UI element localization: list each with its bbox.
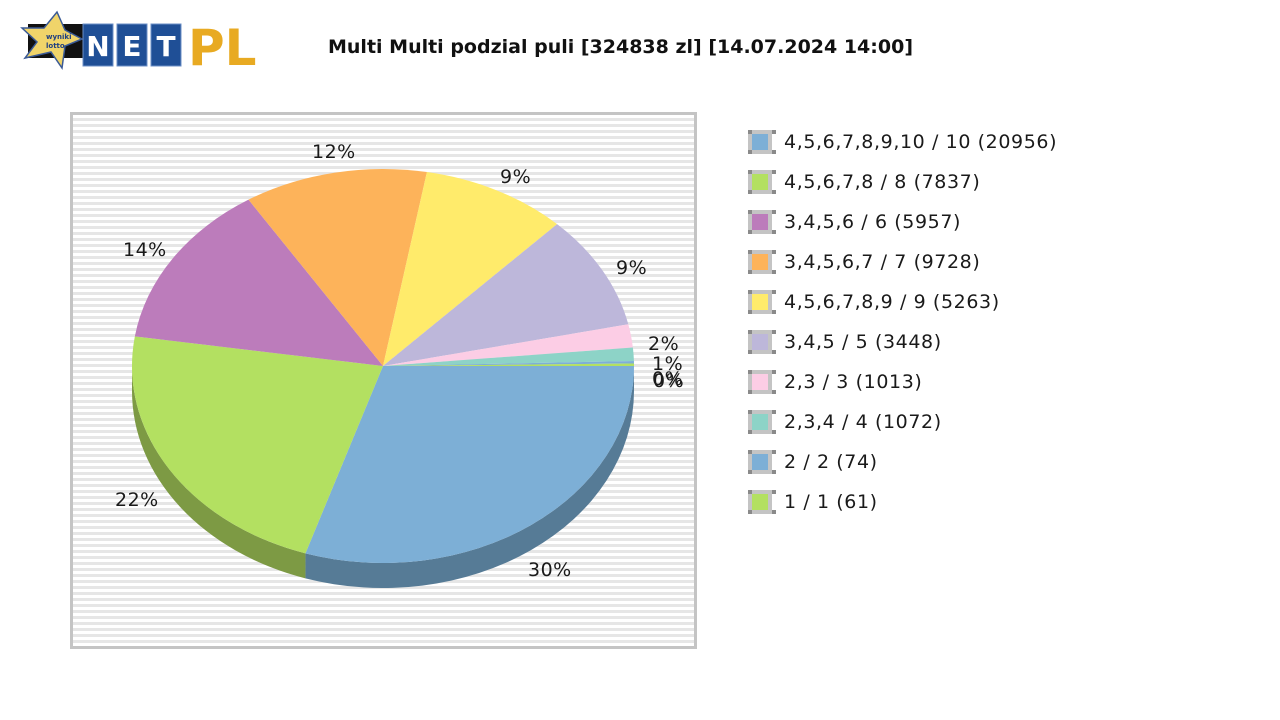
legend-item: 4,5,6,7,8,9,10 / 10 (20956) <box>748 122 1057 162</box>
pie-percent-label: 2% <box>648 333 679 355</box>
pie-slice[interactable]: 3,4,5,6,7 / 7 (9728) <box>248 169 427 366</box>
pie-percent-label: 1% <box>652 353 683 375</box>
legend-label: 4,5,6,7,8,9,10 / 10 (20956) <box>784 131 1058 153</box>
plot-border-left <box>70 112 73 649</box>
pie-slice[interactable]: 2,3 / 3 (1013) <box>383 324 633 366</box>
legend-label: 3,4,5,6 / 6 (5957) <box>784 211 962 233</box>
legend-item: 2 / 2 (74) <box>748 442 1057 482</box>
logo-pl: PL <box>188 19 257 72</box>
pie-slices: 4,5,6,7,8,9,10 / 10 (20956)4,5,6,7,8 / 8… <box>132 169 634 563</box>
legend-swatch <box>748 330 772 354</box>
logo-letter-n: N <box>86 30 109 63</box>
legend-swatch <box>748 250 772 274</box>
logo-letter-t: T <box>156 30 175 63</box>
legend-swatch <box>748 170 772 194</box>
pie-slice[interactable]: 4,5,6,7,8,9 / 9 (5263) <box>383 172 558 366</box>
pie-slice[interactable]: 2,3,4 / 4 (1072) <box>383 347 634 366</box>
legend-item: 3,4,5 / 5 (3448) <box>748 322 1057 362</box>
legend-label: 2,3 / 3 (1013) <box>784 371 923 393</box>
pie-depth-layer <box>132 366 634 588</box>
star-text-2: lotto <box>46 42 65 50</box>
pie-percent-label: 12% <box>312 141 356 163</box>
pie-chart: 4,5,6,7,8,9,10 / 10 (20956)4,5,6,7,8 / 8… <box>70 112 697 649</box>
pie-slice[interactable]: 3,4,5,6 / 6 (5957) <box>134 199 383 366</box>
logo-graphic: wyniki lotto N E T PL <box>20 10 257 77</box>
legend-label: 3,4,5 / 5 (3448) <box>784 331 942 353</box>
legend-swatch <box>748 290 772 314</box>
pie-slice[interactable]: 4,5,6,7,8 / 8 (7837) <box>132 336 383 554</box>
legend-item: 3,4,5,6,7 / 7 (9728) <box>748 242 1057 282</box>
chart-title: Multi Multi podzial puli [324838 zl] [14… <box>328 36 914 58</box>
logo-letter-e: E <box>122 30 141 63</box>
legend-label: 3,4,5,6,7 / 7 (9728) <box>784 251 981 273</box>
pie-plot-area: 4,5,6,7,8,9,10 / 10 (20956)4,5,6,7,8 / 8… <box>70 112 697 649</box>
pie-percent-label: 30% <box>528 559 572 581</box>
pie-slice[interactable]: 3,4,5 / 5 (3448) <box>383 224 629 366</box>
legend-swatch <box>748 490 772 514</box>
pie-slice[interactable]: 1 / 1 (61) <box>383 363 634 366</box>
pie-slice[interactable]: 2 / 2 (74) <box>383 361 634 366</box>
pie-percent-label: 14% <box>123 239 167 261</box>
legend-swatch <box>748 130 772 154</box>
legend-item: 1 / 1 (61) <box>748 482 1057 522</box>
legend-label: 2,3,4 / 4 (1072) <box>784 411 942 433</box>
plot-border-bottom <box>70 646 697 649</box>
star-icon <box>20 10 84 71</box>
legend-swatch <box>748 210 772 234</box>
legend-swatch <box>748 450 772 474</box>
pie-percent-label: 0% <box>653 370 684 392</box>
legend-label: 2 / 2 (74) <box>784 451 878 473</box>
chart-legend: 4,5,6,7,8,9,10 / 10 (20956) 4,5,6,7,8 / … <box>748 122 1057 522</box>
legend-item: 3,4,5,6 / 6 (5957) <box>748 202 1057 242</box>
legend-item: 4,5,6,7,8 / 8 (7837) <box>748 162 1057 202</box>
legend-label: 1 / 1 (61) <box>784 491 878 513</box>
pie-percent-label: 9% <box>500 166 531 188</box>
star-text-1: wyniki <box>46 33 71 41</box>
legend-label: 4,5,6,7,8 / 8 (7837) <box>784 171 981 193</box>
legend-item: 4,5,6,7,8,9 / 9 (5263) <box>748 282 1057 322</box>
legend-item: 2,3 / 3 (1013) <box>748 362 1057 402</box>
legend-label: 4,5,6,7,8,9 / 9 (5263) <box>784 291 1000 313</box>
legend-swatch <box>748 410 772 434</box>
pie-percent-label: 9% <box>616 257 647 279</box>
pie-slice-side <box>305 366 634 588</box>
netpl-logo[interactable]: wyniki lotto N E T PL <box>20 10 265 77</box>
pie-slice-side <box>132 366 306 579</box>
pie-slice[interactable]: 4,5,6,7,8,9,10 / 10 (20956) <box>305 366 634 563</box>
pie-percent-label: 0% <box>652 368 683 390</box>
pie-percent-label: 22% <box>115 489 159 511</box>
legend-swatch <box>748 370 772 394</box>
legend-item: 2,3,4 / 4 (1072) <box>748 402 1057 442</box>
plot-border-top <box>70 112 697 115</box>
plot-border-right <box>694 112 697 649</box>
pie-percent-labels: 30%22%14%12%9%9%2%1%0%0% <box>115 141 684 581</box>
